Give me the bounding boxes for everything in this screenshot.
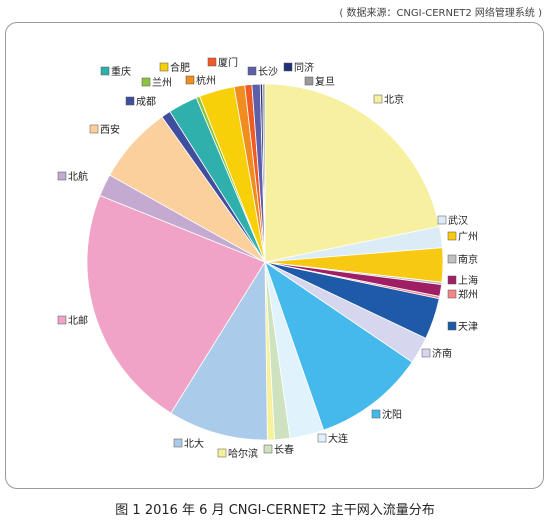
label-slice-7: 天津	[458, 321, 478, 333]
source-note: ( 数据来源：CNGI-CERNET2 网络管理系统 )	[339, 8, 542, 19]
label-slice-3: 广州	[458, 231, 478, 243]
label-slice-20: 合肥	[170, 61, 190, 74]
swatch-slice-12	[217, 448, 227, 458]
swatch-slice-3	[447, 231, 457, 241]
swatch-slice-21	[185, 75, 195, 85]
leader-slice-25	[264, 81, 307, 84]
swatch-slice-22	[207, 57, 217, 67]
swatch-slice-7	[447, 321, 457, 331]
label-slice-4: 南京	[458, 253, 478, 266]
label-slice-13: 北大	[184, 437, 204, 450]
label-slice-22: 厦门	[218, 56, 238, 69]
slices-layer	[86, 83, 444, 441]
swatch-slice-13	[173, 438, 183, 448]
swatch-slice-10	[317, 433, 327, 443]
pie-slice-25	[262, 83, 266, 263]
swatch-slice-4	[447, 254, 457, 264]
leader-slice-7	[434, 319, 451, 325]
label-slice-12: 哈尔滨	[228, 447, 258, 460]
swatch-slice-6	[447, 289, 457, 299]
figure-caption: 图 1 2016 年 6 月 CNGI-CERNET2 主干网入流量分布	[115, 503, 435, 518]
label-slice-25: 复旦	[315, 75, 335, 88]
swatch-slice-17	[125, 96, 135, 106]
pie-slice-1	[264, 83, 440, 263]
swatch-slice-25	[304, 76, 314, 86]
swatch-slice-24	[283, 62, 293, 72]
swatch-slice-15	[57, 171, 67, 181]
swatch-slice-5	[447, 275, 457, 285]
swatch-slice-18	[100, 66, 110, 76]
label-slice-11: 长春	[274, 444, 294, 456]
label-slice-18: 重庆	[111, 65, 131, 78]
pie-slice-9	[264, 260, 413, 431]
label-slice-15: 北航	[68, 170, 88, 183]
label-slice-5: 上海	[458, 274, 478, 287]
swatch-slice-20	[159, 62, 169, 72]
label-slice-23: 长沙	[258, 66, 278, 78]
label-slice-9: 沈阳	[382, 408, 402, 421]
pie-slice-13	[170, 260, 268, 441]
label-slice-1: 北京	[384, 93, 404, 106]
label-slice-24: 同济	[294, 61, 314, 74]
swatch-slice-16	[89, 124, 99, 134]
swatch-slice-23	[247, 66, 257, 76]
swatch-slice-9	[371, 409, 381, 419]
swatch-slice-14	[57, 315, 67, 325]
label-slice-8: 济南	[432, 347, 452, 360]
pie-slice-14	[86, 195, 266, 414]
label-slice-2: 武汉	[448, 214, 468, 227]
label-slice-10: 大连	[328, 432, 348, 445]
swatch-slice-11	[263, 444, 273, 454]
chart-frame	[5, 22, 544, 489]
label-slice-14: 北邮	[68, 314, 88, 327]
swatch-slice-2	[437, 215, 447, 225]
label-slice-19: 兰州	[152, 76, 172, 89]
swatch-slice-19	[141, 77, 151, 87]
label-slice-16: 西安	[100, 123, 120, 136]
label-slice-6: 郑州	[458, 288, 478, 301]
swatch-slice-1	[373, 94, 383, 104]
label-slice-17: 成都	[136, 96, 156, 108]
swatch-slice-8	[421, 348, 431, 358]
label-slice-21: 杭州	[196, 74, 216, 87]
